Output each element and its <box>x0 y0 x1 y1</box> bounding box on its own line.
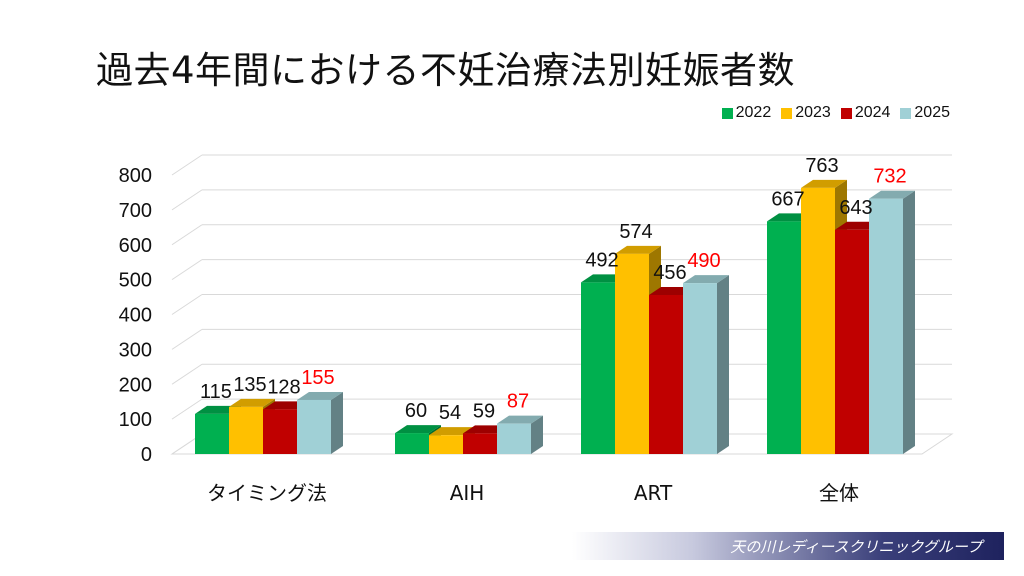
data-label-2025-2: 490 <box>687 250 720 272</box>
bar-front <box>801 187 835 454</box>
data-label-2022-2: 492 <box>585 249 618 271</box>
legend-item-2024: 2024 <box>840 104 891 122</box>
legend-item-2025: 2025 <box>900 104 950 122</box>
y-tick-label: 300 <box>119 339 152 361</box>
bar-top <box>615 245 661 254</box>
gridline-depth <box>171 224 203 246</box>
bar-top <box>497 415 543 424</box>
bar-top <box>395 425 441 434</box>
gridline-depth <box>171 294 203 315</box>
bar-front <box>229 406 263 454</box>
slide-title: 過去4年間における不妊治療法別妊娠者数 <box>96 49 796 92</box>
bar-top <box>229 398 275 407</box>
data-label-2025-1: 87 <box>507 391 529 413</box>
legend-label-2025: 2025 <box>914 104 950 121</box>
bar-side <box>903 190 915 454</box>
y-tick-label: 600 <box>119 235 152 257</box>
data-label-2022-0: 115 <box>200 381 232 403</box>
bar-2025-3 <box>869 190 915 454</box>
legend-swatch-2022 <box>721 107 733 119</box>
bar-top <box>683 275 729 284</box>
y-tick-label: 700 <box>119 200 152 222</box>
bar-2025-2 <box>683 275 729 454</box>
bar-2025-0 <box>297 391 343 454</box>
bar-front <box>395 433 429 454</box>
x-category-label: ART <box>634 481 673 505</box>
bar-side <box>531 415 543 454</box>
legend-item-2022: 2022 <box>721 104 772 122</box>
data-label-2023-0: 135 <box>233 374 266 396</box>
bar-front <box>297 399 331 454</box>
data-label-2024-1: 59 <box>473 400 495 422</box>
data-label-2023-2: 574 <box>619 221 652 243</box>
data-label-2025-3: 732 <box>873 166 906 188</box>
legend-swatch-2023 <box>781 107 793 119</box>
gridline-depth <box>171 259 203 281</box>
bar-top <box>297 391 343 400</box>
bar-front <box>869 198 903 454</box>
footer-banner: 天の川レディースクリニックグループ <box>572 532 1004 560</box>
bar-front <box>463 433 497 454</box>
x-category-label: 全体 <box>819 481 859 505</box>
bar-2025-1 <box>497 415 543 454</box>
data-label-2024-0: 128 <box>267 376 300 398</box>
legend-item-2023: 2023 <box>781 104 831 122</box>
bars <box>195 179 915 454</box>
legend-swatch-2025 <box>900 107 912 119</box>
legend-label-2023: 2023 <box>795 104 831 121</box>
data-label-2023-3: 763 <box>805 155 838 177</box>
y-tick-label: 100 <box>119 409 152 431</box>
bar-front <box>767 221 801 454</box>
bar-side <box>331 391 343 454</box>
bar-top <box>869 190 915 199</box>
data-label-2022-3: 667 <box>771 188 804 210</box>
bar-front <box>429 435 463 454</box>
y-tick-label: 200 <box>119 374 152 396</box>
bar-front <box>195 413 229 454</box>
gridline-depth <box>171 398 203 420</box>
data-label-2023-1: 54 <box>439 402 461 424</box>
data-label-2024-2: 456 <box>653 262 686 284</box>
legend-label-2022: 2022 <box>735 104 772 121</box>
bar-front <box>649 294 683 454</box>
bar-front <box>263 409 297 454</box>
bar-front <box>683 283 717 454</box>
data-label-2024-3: 643 <box>839 197 872 219</box>
y-tick-label: 800 <box>119 165 152 187</box>
legend-swatch-2024 <box>840 107 852 119</box>
legend-label-2024: 2024 <box>854 104 891 121</box>
x-category-label: タイミング法 <box>207 481 327 505</box>
gridline-depth <box>171 328 203 350</box>
y-tick-label: 500 <box>119 270 152 292</box>
chart-legend: 2022 2023 2024 2025 <box>721 104 950 122</box>
gridline-depth <box>171 363 203 385</box>
bar-side <box>717 275 729 454</box>
bar-front <box>497 423 531 454</box>
bar-front <box>615 253 649 454</box>
gridline-depth <box>171 154 203 176</box>
data-label-2025-0: 155 <box>301 367 334 389</box>
data-label-2022-1: 60 <box>405 400 427 422</box>
gridline-depth <box>171 189 203 211</box>
y-tick-label: 0 <box>141 444 152 466</box>
clinic-name: 天の川レディースクリニックグループ <box>730 538 982 556</box>
y-tick-label: 400 <box>119 305 152 327</box>
bar-top <box>801 179 847 188</box>
bar-front <box>581 282 615 454</box>
bar-front <box>835 229 869 454</box>
x-category-label: AIH <box>450 481 485 505</box>
